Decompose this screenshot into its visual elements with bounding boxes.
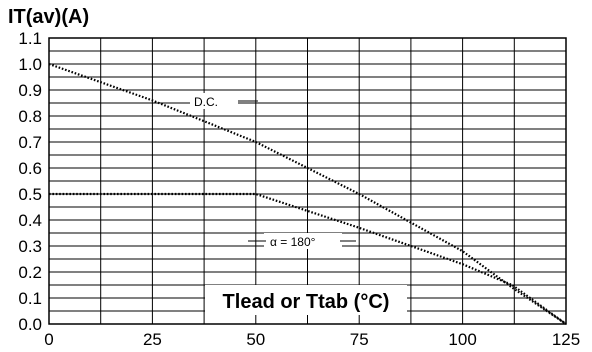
x-tick-label: 0 <box>44 330 53 349</box>
y-axis-label: IT(av)(A) <box>8 6 89 28</box>
y-tick-label: 0.4 <box>18 211 42 230</box>
y-tick-label: 1.1 <box>18 29 42 48</box>
y-tick-label: 0.7 <box>18 133 42 152</box>
y-tick-label: 0.8 <box>18 107 42 126</box>
series-line-alpha-180 <box>49 192 567 325</box>
series-line-dc <box>48 62 567 325</box>
tick-labels: 0.0 0.1 0.2 0.3 0.4 0.5 0.6 0.7 0.8 0.9 1.0 1.1 0 25 5… <box>18 29 580 349</box>
alpha-label-bg <box>264 233 342 249</box>
x-tick-label: 50 <box>246 330 265 349</box>
x-axis-label: Tlead or Ttab (°C) <box>223 291 390 313</box>
y-tick-label: 0.6 <box>18 159 42 178</box>
dc-series-label: D.C. <box>194 95 218 109</box>
x-tick-label: 100 <box>448 330 476 349</box>
x-tick-label: 125 <box>552 330 580 349</box>
x-axis-label-bg <box>205 285 407 315</box>
alpha-series-label: α = 180° <box>270 235 316 249</box>
x-tick-label: 75 <box>350 330 369 349</box>
grid <box>48 37 567 325</box>
y-tick-label: 0.1 <box>18 289 42 308</box>
y-tick-label: 0.2 <box>18 263 42 282</box>
series-labels: D.C. α = 180° <box>190 93 356 249</box>
y-tick-label: 0.5 <box>18 185 42 204</box>
x-tick-label: 25 <box>143 330 162 349</box>
y-tick-label: 1.0 <box>18 55 42 74</box>
plot-frame <box>48 37 567 325</box>
series-lines <box>48 62 567 325</box>
y-tick-label: 0.9 <box>18 81 42 100</box>
dc-label-bg <box>190 93 238 109</box>
y-tick-label: 0.3 <box>18 237 42 256</box>
y-tick-label: 0.0 <box>18 315 42 334</box>
